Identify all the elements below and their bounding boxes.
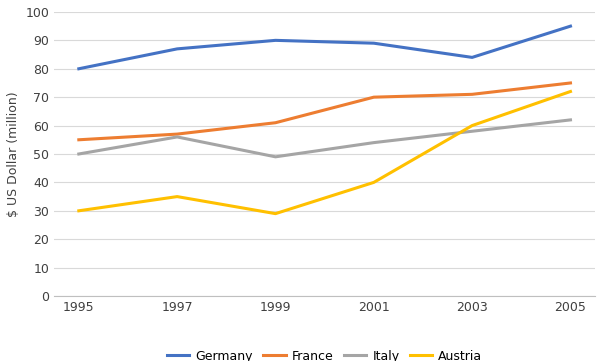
France — [468, 92, 476, 96]
Germany — [75, 66, 82, 71]
Line: Germany: Germany — [79, 26, 571, 69]
Germany — [468, 55, 476, 60]
Austria — [567, 89, 574, 93]
Italy — [567, 118, 574, 122]
Germany — [173, 47, 181, 51]
Austria — [468, 123, 476, 128]
Germany — [272, 38, 279, 43]
Italy — [370, 140, 377, 145]
France — [272, 121, 279, 125]
Line: Italy: Italy — [79, 120, 571, 157]
Austria — [75, 209, 82, 213]
Austria — [173, 195, 181, 199]
France — [75, 138, 82, 142]
Legend: Germany, France, Italy, Austria: Germany, France, Italy, Austria — [162, 345, 488, 361]
Italy — [75, 152, 82, 156]
Germany — [370, 41, 377, 45]
France — [370, 95, 377, 99]
France — [567, 81, 574, 85]
Austria — [272, 212, 279, 216]
Y-axis label: $ US Dollar (million): $ US Dollar (million) — [7, 91, 20, 217]
Italy — [173, 135, 181, 139]
Italy — [468, 129, 476, 134]
Germany — [567, 24, 574, 28]
Italy — [272, 155, 279, 159]
Austria — [370, 180, 377, 184]
France — [173, 132, 181, 136]
Line: Austria: Austria — [79, 91, 571, 214]
Line: France: France — [79, 83, 571, 140]
